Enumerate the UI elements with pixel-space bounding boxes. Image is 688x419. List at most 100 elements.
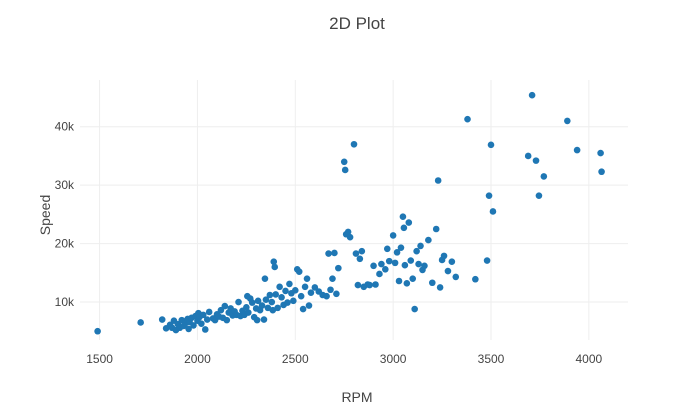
data-point: [354, 281, 362, 289]
data-point: [284, 299, 291, 306]
data-point: [200, 311, 207, 319]
data-point: [266, 291, 274, 299]
data-point: [395, 277, 403, 285]
data-point: [524, 152, 532, 160]
x-tick-label: 3000: [380, 352, 407, 366]
data-point: [185, 325, 192, 333]
data-point: [254, 297, 262, 305]
data-point: [198, 320, 205, 327]
data-point: [203, 316, 211, 323]
data-point: [401, 261, 409, 269]
data-point: [260, 316, 268, 323]
data-point: [464, 115, 471, 123]
data-point: [264, 304, 272, 312]
y-tick-label: 30k: [55, 178, 75, 192]
data-point: [532, 157, 540, 164]
data-point: [190, 322, 197, 329]
data-point: [269, 306, 277, 314]
data-point: [397, 244, 405, 251]
data-point: [333, 290, 340, 298]
data-point: [327, 286, 334, 294]
data-point: [341, 166, 349, 174]
data-point: [261, 275, 269, 282]
data-point: [271, 263, 279, 271]
data-point: [303, 275, 311, 282]
data-point: [137, 319, 144, 326]
data-point: [335, 264, 342, 272]
data-point: [276, 283, 283, 291]
data-point: [399, 213, 407, 221]
data-point: [223, 316, 231, 324]
y-tick-labels: 10k 20k 30k 40k: [55, 120, 75, 309]
data-point: [597, 149, 604, 157]
data-point: [409, 275, 417, 282]
x-tick-label: 1500: [86, 352, 113, 366]
data-point: [201, 326, 209, 333]
data-point: [221, 302, 229, 310]
data-point: [393, 249, 401, 256]
data-point: [158, 316, 166, 323]
data-point: [413, 247, 420, 255]
data-point: [489, 208, 497, 215]
data-point: [487, 141, 495, 149]
gridlines: [80, 80, 628, 340]
data-point: [278, 294, 285, 301]
y-axis-title: Speed: [37, 195, 53, 235]
data-point: [205, 308, 213, 316]
data-point: [311, 284, 319, 291]
x-axis-title: RPM: [341, 389, 372, 405]
data-point: [405, 219, 413, 226]
data-point: [331, 249, 338, 257]
data-point: [403, 280, 411, 287]
data-point: [400, 224, 408, 232]
x-tick-label: 2500: [282, 352, 309, 366]
data-point: [235, 298, 242, 306]
chart-title: 2D Plot: [329, 14, 385, 33]
data-point: [329, 275, 336, 282]
data-point: [370, 262, 377, 270]
data-point: [540, 173, 548, 180]
data-point: [290, 297, 297, 305]
data-point: [432, 225, 440, 233]
data-point: [535, 192, 543, 199]
data-point: [452, 273, 460, 281]
data-point: [243, 303, 250, 311]
data-point: [440, 252, 448, 260]
y-tick-label: 40k: [55, 120, 75, 134]
data-point: [262, 296, 270, 303]
data-point: [245, 309, 252, 316]
data-point: [436, 284, 444, 291]
data-point: [485, 192, 493, 199]
x-tick-labels: 1500 2000 2500 3000 3500 4000: [86, 352, 602, 366]
data-point: [282, 287, 289, 295]
data-point: [391, 259, 399, 267]
data-point: [258, 302, 266, 309]
data-point: [323, 292, 330, 300]
data-point: [344, 228, 352, 236]
data-point: [301, 283, 309, 291]
data-point: [407, 257, 415, 264]
data-point: [483, 257, 491, 264]
data-point: [305, 302, 313, 309]
data-point: [415, 260, 422, 268]
data-point: [94, 327, 101, 335]
data-point: [385, 257, 393, 265]
data-point: [434, 177, 442, 184]
data-point: [217, 306, 225, 314]
data-point: [598, 168, 605, 176]
data-point: [411, 305, 418, 313]
data-point: [291, 287, 299, 294]
data-point: [248, 299, 256, 306]
data-point: [372, 281, 379, 288]
data-point: [382, 266, 389, 273]
data-point: [389, 232, 397, 239]
data-point: [366, 281, 373, 289]
data-point: [268, 298, 276, 306]
data-point: [274, 304, 281, 312]
data-point: [425, 236, 432, 244]
data-point: [297, 292, 305, 300]
data-point: [346, 233, 354, 241]
data-point: [340, 158, 348, 166]
